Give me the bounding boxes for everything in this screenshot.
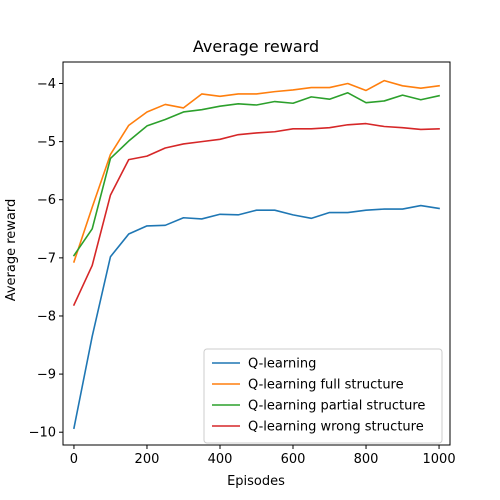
- legend: Q-learning Q-learning full structure Q-lea…: [203, 348, 443, 444]
- legend-label: Q-learning: [248, 357, 316, 372]
- y-tick-label: −9: [37, 368, 56, 383]
- y-tick-label: −6: [37, 193, 56, 208]
- y-tick-label: −7: [37, 251, 56, 266]
- y-tick-label: −4: [37, 77, 56, 92]
- x-tick-label: 200: [135, 452, 160, 467]
- chart-title: Average reward: [193, 37, 319, 56]
- legend-box: [203, 348, 443, 444]
- x-tick-label: 400: [208, 452, 233, 467]
- x-tick-label: 1000: [423, 452, 456, 467]
- x-axis-title: Episodes: [227, 474, 285, 489]
- axes-frame: [62, 61, 451, 446]
- y-axis-title: Average reward: [4, 199, 19, 302]
- legend-label: Q-learning wrong structure: [248, 420, 424, 435]
- series-line-3: [72, 122, 440, 306]
- y-tick-label: −10: [29, 426, 56, 441]
- x-tick-label: 800: [354, 452, 379, 467]
- y-axis-ticks: −10 −9 −8 −7 −6 −5 −4: [29, 77, 63, 441]
- y-tick-label: −5: [37, 135, 56, 150]
- legend-label: Q-learning full structure: [248, 378, 404, 393]
- series-line-2: [72, 92, 441, 257]
- series-line-1: [72, 79, 440, 263]
- legend-label: Q-learning partial structure: [248, 399, 425, 414]
- plot-area: [62, 61, 451, 446]
- series-line-0: [73, 204, 440, 430]
- x-tick-label: 600: [281, 452, 306, 467]
- y-tick-label: −8: [37, 309, 56, 324]
- x-tick-label: 0: [70, 452, 78, 467]
- x-axis-ticks: 0 200 400 600 800 1000: [70, 445, 456, 467]
